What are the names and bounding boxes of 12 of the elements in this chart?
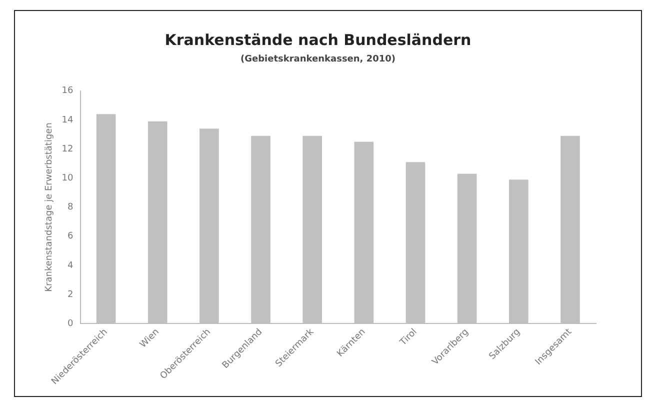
y-tick-label: 10 <box>62 173 74 184</box>
y-tick-label: 2 <box>68 290 74 300</box>
y-tick-label: 12 <box>62 144 74 154</box>
y-tick-label: 8 <box>68 202 74 213</box>
y-tick-label: 4 <box>68 260 74 271</box>
y-tick-label: 0 <box>68 319 74 330</box>
y-tick-label: 16 <box>62 86 74 96</box>
y-tick-label: 14 <box>62 115 74 126</box>
y-tick-label: 6 <box>68 232 74 242</box>
y-axis-title: Krankenstandstage je Erwerbstätigen <box>44 122 55 292</box>
chart-title: Krankenstände nach Bundesländern <box>164 30 472 49</box>
chart-subtitle: (Gebietskrankenkassen, 2010) <box>240 54 396 65</box>
